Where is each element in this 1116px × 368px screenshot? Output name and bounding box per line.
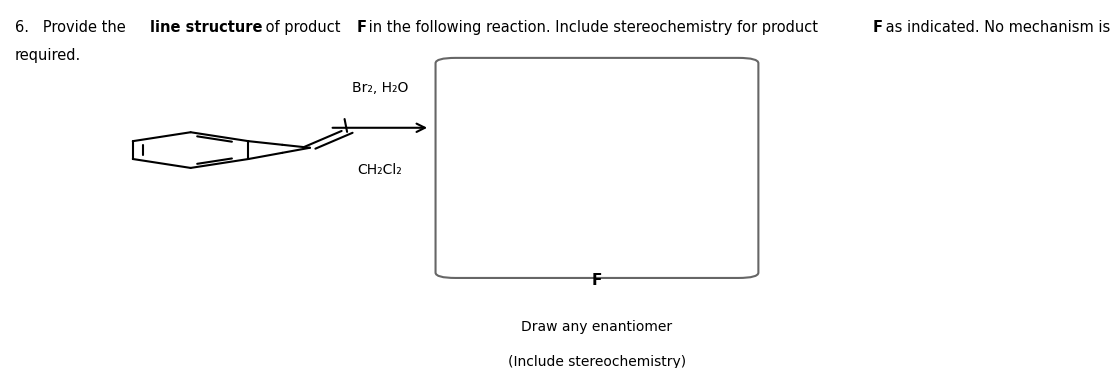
Text: of product: of product bbox=[261, 20, 345, 35]
Text: F: F bbox=[591, 273, 603, 289]
Text: F: F bbox=[873, 20, 883, 35]
Text: Draw any enantiomer: Draw any enantiomer bbox=[521, 319, 673, 333]
Text: Br₂, H₂O: Br₂, H₂O bbox=[352, 81, 408, 95]
FancyBboxPatch shape bbox=[435, 58, 759, 278]
Text: CH₂Cl₂: CH₂Cl₂ bbox=[357, 163, 402, 177]
Text: line structure: line structure bbox=[150, 20, 262, 35]
Text: required.: required. bbox=[15, 48, 80, 63]
Text: F: F bbox=[356, 20, 366, 35]
Text: in the following reaction. Include stereochemistry for product: in the following reaction. Include stere… bbox=[364, 20, 822, 35]
Text: 6.   Provide the: 6. Provide the bbox=[15, 20, 129, 35]
Text: as indicated. No mechanism is: as indicated. No mechanism is bbox=[881, 20, 1110, 35]
Text: (Include stereochemistry): (Include stereochemistry) bbox=[508, 355, 686, 368]
